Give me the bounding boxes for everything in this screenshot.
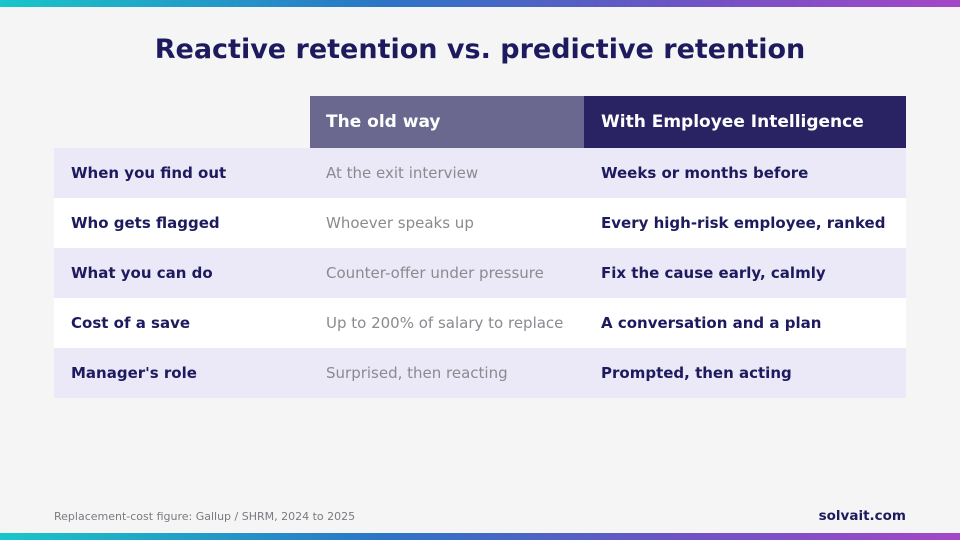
new-way-cell: Weeks or months before xyxy=(601,164,809,182)
new-way-cell: A conversation and a plan xyxy=(601,314,822,332)
row-label: When you find out xyxy=(71,164,227,182)
top-gradient-bar xyxy=(0,0,960,7)
new-way-cell: Prompted, then acting xyxy=(601,364,792,382)
header-spacer xyxy=(54,96,310,148)
table-row: Manager's role Surprised, then reacting … xyxy=(54,348,906,398)
row-label: Manager's role xyxy=(71,364,197,382)
old-way-cell: Up to 200% of salary to replace xyxy=(326,314,564,332)
comparison-table: The old way With Employee Intelligence W… xyxy=(54,96,906,398)
old-way-cell: At the exit interview xyxy=(326,164,479,182)
new-way-cell: Fix the cause early, calmly xyxy=(601,264,826,282)
table-row: Cost of a save Up to 200% of salary to r… xyxy=(54,298,906,348)
table-header-row: The old way With Employee Intelligence xyxy=(54,96,906,148)
row-label: Cost of a save xyxy=(71,314,191,332)
row-label: What you can do xyxy=(71,264,213,282)
bottom-gradient-bar xyxy=(0,533,960,540)
header-new-way: With Employee Intelligence xyxy=(584,96,906,148)
page-title: Reactive retention vs. predictive retent… xyxy=(154,34,806,65)
header-old-way: The old way xyxy=(310,96,584,148)
row-label: Who gets flagged xyxy=(71,214,220,232)
table-row: When you find out At the exit interview … xyxy=(54,148,906,198)
table-row: What you can do Counter-offer under pres… xyxy=(54,248,906,298)
old-way-cell: Whoever speaks up xyxy=(326,214,474,232)
brand-url: solvait.com xyxy=(818,508,906,524)
old-way-cell: Counter-offer under pressure xyxy=(326,264,544,282)
new-way-cell: Every high-risk employee, ranked xyxy=(601,214,886,232)
source-footnote: Replacement-cost figure: Gallup / SHRM, … xyxy=(54,510,356,523)
table-row: Who gets flagged Whoever speaks up Every… xyxy=(54,198,906,248)
old-way-cell: Surprised, then reacting xyxy=(326,364,508,382)
